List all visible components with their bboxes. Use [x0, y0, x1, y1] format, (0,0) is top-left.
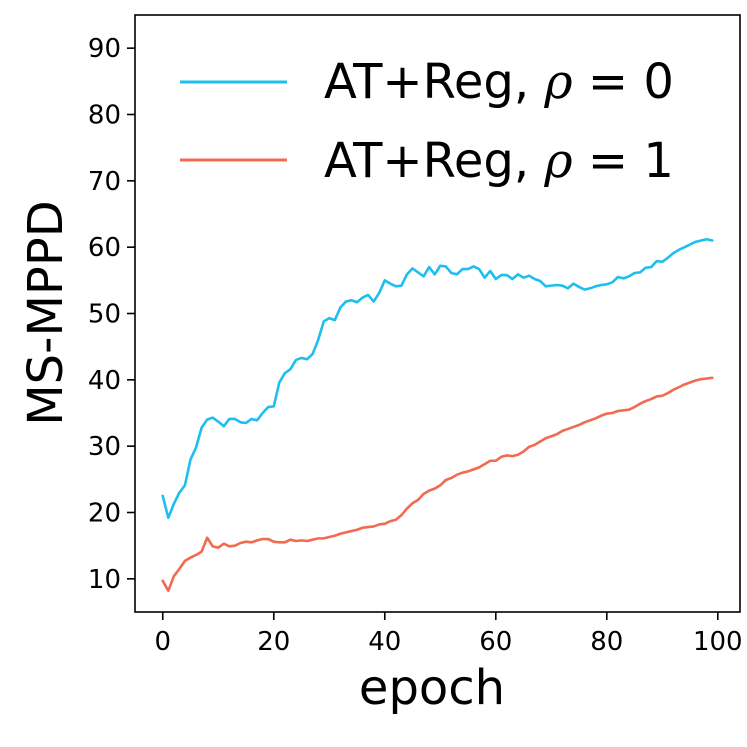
ticks-layer: 0 20 40 60 80 100 10 20 30 40 50 60 70 80 90 — [88, 34, 743, 657]
legend-label-rho-1-prefix: AT+Reg, — [324, 133, 544, 189]
legend-label-rho-1-suffix: = 1 — [573, 133, 674, 189]
y-axis-label: MS-MPPD — [18, 200, 74, 425]
y-tick-label: 80 — [88, 101, 121, 131]
x-tick-label: 40 — [368, 627, 401, 657]
legend-label-rho-0-prefix: AT+Reg, — [324, 54, 544, 110]
y-tick-label: 20 — [88, 499, 121, 529]
y-tick-label: 10 — [88, 565, 121, 595]
x-tick-label: 0 — [154, 627, 171, 657]
series-line-rho-0 — [161, 237, 714, 520]
y-tick-label: 70 — [88, 167, 121, 197]
plot-layer — [161, 237, 714, 593]
legend: AT+Reg, ρ = 0 AT+Reg, ρ = 1 — [180, 54, 674, 189]
x-tick-label: 60 — [479, 627, 512, 657]
y-tick-label: 30 — [88, 432, 121, 462]
x-tick-label: 100 — [693, 627, 743, 657]
x-tick-label: 20 — [257, 627, 290, 657]
x-axis-label: epoch — [359, 660, 505, 716]
y-tick-label: 60 — [88, 233, 121, 263]
legend-label-rho-1: AT+Reg, ρ = 1 — [324, 133, 674, 189]
x-tick-label: 80 — [590, 627, 623, 657]
legend-label-rho-1-symbol: ρ — [543, 133, 572, 189]
y-tick-label: 50 — [88, 300, 121, 330]
series-line-rho-1 — [161, 376, 714, 593]
y-tick-label: 90 — [88, 34, 121, 64]
legend-label-rho-0: AT+Reg, ρ = 0 — [324, 54, 674, 110]
legend-label-rho-0-symbol: ρ — [543, 54, 572, 110]
y-tick-label: 40 — [88, 366, 121, 396]
legend-label-rho-0-suffix: = 0 — [573, 54, 674, 110]
